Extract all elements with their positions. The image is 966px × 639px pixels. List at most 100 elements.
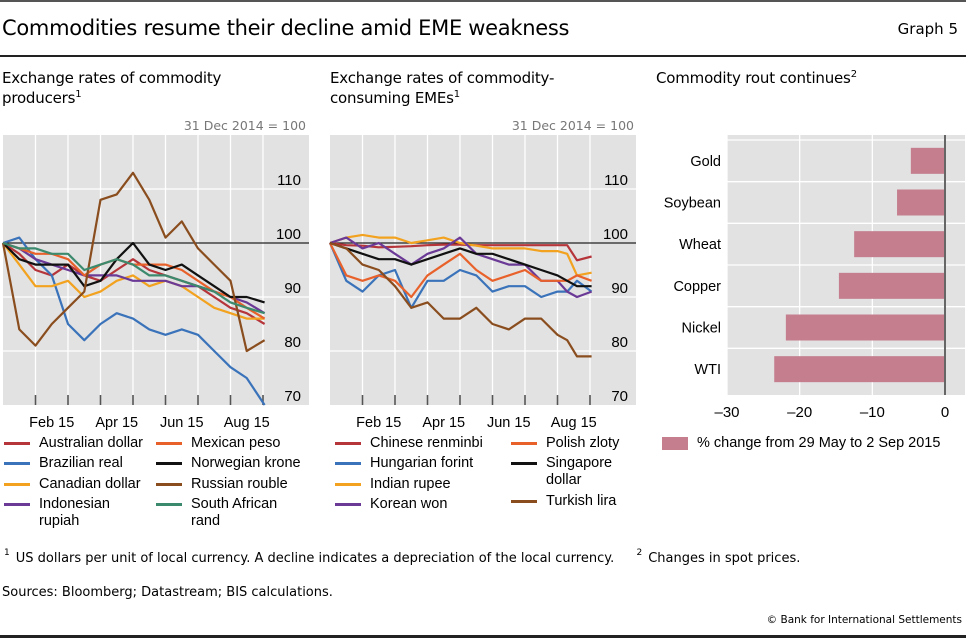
legend-swatch — [4, 483, 30, 486]
x-tick-label: Feb 15 — [29, 415, 74, 431]
legend-item: Hungarian forint — [335, 455, 505, 472]
legend-item: Polish zloty — [511, 435, 641, 452]
legend-swatch — [511, 500, 537, 503]
legend-item: Korean won — [335, 496, 505, 513]
panel-2-title: Exchange rates of commodity-consuming EM… — [330, 68, 570, 108]
legend-item: Indian rupee — [335, 476, 505, 493]
footnotes: 1 US dollars per unit of local currency. … — [4, 548, 801, 566]
bar-soybean — [897, 189, 945, 216]
bottom-rule — [0, 635, 966, 638]
chart-commodity-consuming-emes: 70 80 90 100 110 Feb 15 Apr 15 Jun 15 Aug 15 — [328, 135, 636, 431]
legend-swatch — [335, 483, 361, 486]
y-tick-label: 70 — [611, 388, 628, 405]
y-tick-label: 70 — [284, 388, 301, 405]
legend-item: % change from 29 May to 2 Sep 2015 — [662, 435, 962, 452]
panel-3-footnote-ref: 2 — [850, 69, 857, 80]
x-tick-label: –20 — [787, 404, 812, 421]
footnote-1-text: US dollars per unit of local currency. A… — [15, 551, 615, 566]
x-tick-label: Aug 15 — [551, 415, 597, 431]
legend-commodity-rout: % change from 29 May to 2 Sep 2015 — [662, 435, 962, 455]
x-tick-label: Feb 15 — [356, 415, 401, 431]
y-tick-label: 100 — [603, 226, 628, 243]
plot-area — [330, 135, 636, 405]
legend-label: Indonesian rupiah — [39, 496, 110, 529]
legend-swatch — [4, 462, 30, 465]
legend-swatch — [335, 503, 361, 506]
x-tick-label: Apr 15 — [422, 415, 465, 431]
panel-3-title: Commodity rout continues2 — [656, 68, 956, 88]
legend-swatch — [511, 442, 537, 445]
series-line-south-african-rand — [2, 241, 265, 315]
legend-swatch — [4, 442, 30, 445]
bar-wti — [774, 356, 945, 383]
series-line-norwegian-krone — [2, 241, 265, 304]
legend-label: Australian dollar — [39, 435, 143, 451]
bar-nickel — [785, 314, 945, 341]
series-line-brazilian-real — [2, 236, 266, 406]
legend-label: Polish zloty — [546, 435, 620, 451]
panel-1-title-text: Exchange rates of commodity producers — [2, 69, 222, 107]
x-tick-label: Jun 15 — [160, 415, 204, 431]
y-tick-label: 90 — [284, 280, 301, 297]
legend-swatch — [156, 503, 182, 506]
y-tick-label: 80 — [284, 334, 301, 351]
legend-label: Mexican peso — [191, 435, 281, 451]
legend-swatch — [662, 437, 688, 450]
legend-swatch — [511, 462, 537, 465]
legend-item: Norwegian krone — [156, 455, 321, 472]
footnote-2-marker: 2 — [636, 548, 643, 558]
graph-title: Commodities resume their decline amid EM… — [2, 16, 570, 40]
footnote-2-text: Changes in spot prices. — [648, 551, 801, 566]
legend-commodity-consuming-emes: Chinese renminbi Hungarian forint Indian… — [335, 435, 645, 545]
legend-swatch — [335, 462, 361, 465]
legend-item: Australian dollar — [4, 435, 154, 452]
legend-label: Brazilian real — [39, 455, 123, 471]
x-tick-label: 0 — [941, 404, 949, 421]
x-tick-label: Aug 15 — [224, 415, 270, 431]
panel-3-title-text: Commodity rout continues — [656, 69, 851, 87]
panel-2-base-note: 31 Dec 2014 = 100 — [511, 118, 634, 133]
legend-item: Brazilian real — [4, 455, 154, 472]
x-tick-label: Jun 15 — [487, 415, 531, 431]
legend-label: Singapore dollar — [546, 455, 613, 488]
y-tick-label: 80 — [611, 334, 628, 351]
legend-label: Russian rouble — [191, 476, 288, 492]
legend-label: Indian rupee — [370, 476, 451, 492]
series-line-singapore-dollar — [329, 241, 592, 288]
x-tick-label: Apr 15 — [95, 415, 138, 431]
x-tick-label: –10 — [860, 404, 885, 421]
legend-swatch — [335, 442, 361, 445]
x-tick-label: –30 — [714, 404, 739, 421]
footnote-1-marker: 1 — [4, 548, 10, 558]
series-line-canadian-dollar — [2, 242, 265, 320]
category-label: Soybean — [664, 196, 721, 212]
bar-gold — [910, 147, 945, 174]
y-tick-label: 110 — [604, 172, 628, 189]
panel-2-footnote-ref: 1 — [453, 89, 460, 100]
legend-label: Turkish lira — [546, 493, 617, 509]
series-line-korean-won — [329, 236, 592, 299]
legend-swatch — [156, 483, 182, 486]
legend-item: Indonesian rupiah — [4, 496, 124, 530]
legend-item: Chinese renminbi — [335, 435, 505, 452]
legend-swatch — [156, 462, 182, 465]
graph-number: Graph 5 — [897, 20, 958, 38]
panel-2-title-text: Exchange rates of commodity-consuming EM… — [330, 69, 555, 107]
legend-item: Singapore dollar — [511, 455, 621, 489]
bar-wheat — [854, 231, 945, 258]
legend-item: South African rand — [156, 496, 286, 530]
title-rule — [0, 55, 966, 57]
series-line-polish-zloty — [329, 242, 592, 299]
category-label: Copper — [673, 279, 721, 295]
category-label: WTI — [694, 362, 721, 378]
chart-commodity-rout: –30 –20 –10 0 Gold Soybean Wheat Copper Nickel WT… — [664, 135, 965, 421]
legend-label: South African rand — [191, 496, 278, 529]
panel-1-base-note: 31 Dec 2014 = 100 — [183, 118, 306, 133]
category-label: Gold — [690, 154, 721, 170]
legend-label: % change from 29 May to 2 Sep 2015 — [697, 435, 941, 451]
plot-area — [3, 135, 309, 405]
bar-copper — [838, 272, 945, 299]
legend-label: Korean won — [370, 496, 448, 512]
legend-commodity-producers: Australian dollar Brazilian real Canadia… — [4, 435, 324, 545]
top-rule — [0, 0, 966, 2]
